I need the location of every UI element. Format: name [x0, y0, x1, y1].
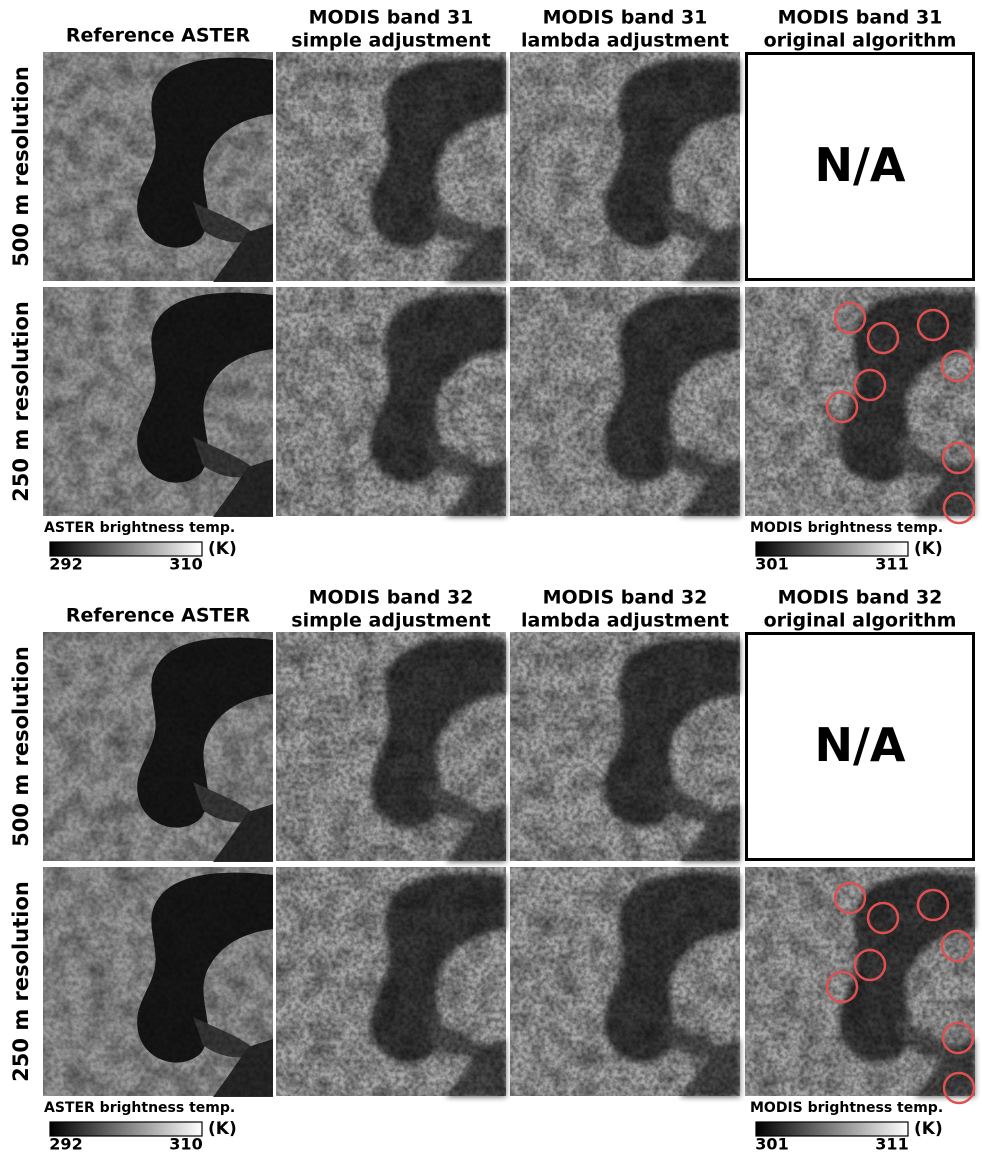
highlight-circle — [942, 1071, 976, 1105]
column-header: MODIS band 32 — [543, 587, 708, 609]
column-header: simple adjustment — [291, 610, 490, 632]
image-panel — [510, 867, 740, 1097]
highlight-circle — [866, 321, 900, 355]
na-panel — [745, 632, 975, 861]
colorbar-min: 301 — [755, 555, 788, 574]
colorbar-min: 292 — [49, 1135, 82, 1154]
colorbar-unit: (K) — [914, 1119, 943, 1139]
row-label: 500 m resolution — [9, 66, 33, 267]
colorbar-min: 292 — [49, 555, 82, 574]
column-header: Reference ASTER — [66, 605, 251, 627]
colorbar-unit: (K) — [208, 1119, 237, 1139]
column-header: lambda adjustment — [521, 30, 729, 52]
panel-grain — [510, 52, 740, 281]
panel-grain — [276, 632, 506, 861]
panel-grain — [276, 52, 506, 281]
image-panel — [276, 287, 506, 517]
colorbar-max: 311 — [875, 555, 908, 574]
colorbar-max: 310 — [169, 555, 202, 574]
column-header: Reference ASTER — [66, 25, 251, 47]
highlight-circle — [941, 1021, 975, 1055]
image-panel — [510, 52, 740, 282]
colorbar-label: ASTER brightness temp. — [44, 520, 235, 536]
highlight-circle — [941, 441, 975, 475]
highlight-circle — [825, 970, 859, 1004]
image-panel — [276, 52, 506, 282]
highlight-circle — [853, 368, 887, 402]
highlight-circle — [942, 491, 976, 525]
highlight-circle — [940, 349, 974, 383]
image-panel — [43, 632, 273, 862]
row-label: 500 m resolution — [9, 646, 33, 847]
column-header: MODIS band 31 — [543, 7, 708, 29]
highlight-circle — [833, 301, 867, 335]
colorbar-max: 311 — [875, 1135, 908, 1154]
na-panel — [745, 52, 975, 281]
na-text: N/A — [815, 718, 906, 772]
image-panel — [745, 867, 975, 1097]
panel-grain — [43, 867, 273, 1096]
image-panel — [276, 632, 506, 862]
column-header: lambda adjustment — [521, 610, 729, 632]
column-header: original algorithm — [764, 30, 957, 52]
na-text: N/A — [815, 138, 906, 192]
column-header: MODIS band 31 — [309, 7, 474, 29]
panel-grain — [510, 867, 740, 1096]
row-label: 250 m resolution — [9, 881, 33, 1082]
image-panel — [43, 867, 273, 1097]
highlight-circle — [825, 390, 859, 424]
image-panel — [510, 632, 740, 862]
image-panel — [276, 867, 506, 1097]
highlight-circle — [916, 308, 950, 342]
highlight-circle — [866, 901, 900, 935]
image-panel — [43, 52, 273, 282]
column-header: simple adjustment — [291, 30, 490, 52]
highlight-circle — [916, 888, 950, 922]
panel-grain — [43, 632, 273, 861]
image-panel — [745, 287, 975, 517]
colorbar-label: ASTER brightness temp. — [44, 1100, 235, 1116]
row-label: 250 m resolution — [9, 301, 33, 502]
colorbar-label: MODIS brightness temp. — [750, 1100, 943, 1116]
colorbar — [49, 541, 203, 557]
panel-grain — [276, 867, 506, 1096]
column-header: MODIS band 32 — [309, 587, 474, 609]
colorbar-min: 301 — [755, 1135, 788, 1154]
column-header: MODIS band 32 — [778, 587, 943, 609]
panel-grain — [745, 287, 975, 516]
colorbar-max: 310 — [169, 1135, 202, 1154]
colorbar-label: MODIS brightness temp. — [750, 520, 943, 536]
highlight-circle — [853, 948, 887, 982]
image-panel — [510, 287, 740, 517]
colorbar-unit: (K) — [914, 539, 943, 559]
column-header: MODIS band 31 — [778, 7, 943, 29]
panel-grain — [745, 867, 975, 1096]
colorbar-unit: (K) — [208, 539, 237, 559]
panel-grain — [43, 287, 273, 516]
image-panel — [43, 287, 273, 517]
colorbar — [755, 541, 909, 557]
panel-grain — [43, 52, 273, 281]
panel-grain — [510, 632, 740, 861]
colorbar — [755, 1121, 909, 1137]
panel-grain — [510, 287, 740, 516]
highlight-circle — [833, 881, 867, 915]
panel-grain — [276, 287, 506, 516]
colorbar — [49, 1121, 203, 1137]
highlight-circle — [940, 929, 974, 963]
column-header: original algorithm — [764, 610, 957, 632]
